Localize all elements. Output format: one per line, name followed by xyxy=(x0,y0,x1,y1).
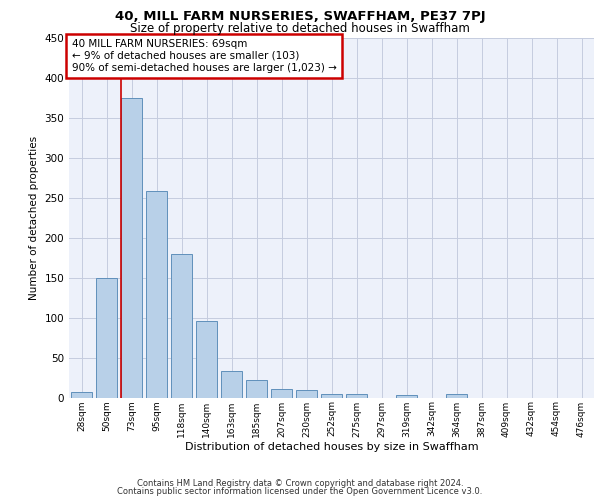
Bar xyxy=(96,278,117,398)
Text: Contains public sector information licensed under the Open Government Licence v3: Contains public sector information licen… xyxy=(118,487,482,496)
X-axis label: Distribution of detached houses by size in Swaffham: Distribution of detached houses by size … xyxy=(185,442,478,452)
Bar xyxy=(321,394,342,398)
Bar xyxy=(246,380,267,398)
Bar xyxy=(296,390,317,398)
Bar xyxy=(396,395,417,398)
Text: 40, MILL FARM NURSERIES, SWAFFHAM, PE37 7PJ: 40, MILL FARM NURSERIES, SWAFFHAM, PE37 … xyxy=(115,10,485,23)
Text: Contains HM Land Registry data © Crown copyright and database right 2024.: Contains HM Land Registry data © Crown c… xyxy=(137,478,463,488)
Bar xyxy=(146,191,167,398)
Bar xyxy=(271,388,292,398)
Bar xyxy=(346,394,367,398)
Bar xyxy=(221,371,242,398)
Text: 40 MILL FARM NURSERIES: 69sqm
← 9% of detached houses are smaller (103)
90% of s: 40 MILL FARM NURSERIES: 69sqm ← 9% of de… xyxy=(71,40,337,72)
Bar xyxy=(446,394,467,398)
Bar xyxy=(196,320,217,398)
Bar xyxy=(121,98,142,398)
Text: Size of property relative to detached houses in Swaffham: Size of property relative to detached ho… xyxy=(130,22,470,35)
Bar xyxy=(71,392,92,398)
Bar xyxy=(171,254,192,398)
Y-axis label: Number of detached properties: Number of detached properties xyxy=(29,136,39,300)
